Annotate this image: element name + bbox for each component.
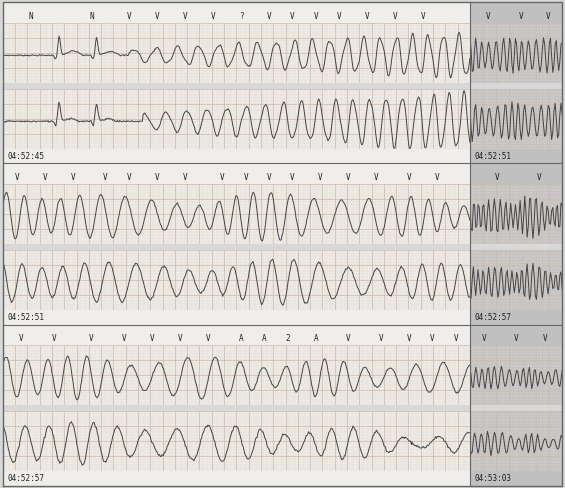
Text: V: V [393,12,397,20]
Text: 04:52:45: 04:52:45 [7,152,45,161]
Text: V: V [365,12,370,20]
Text: V: V [454,334,458,343]
Text: V: V [379,334,384,343]
Text: V: V [182,173,187,182]
Text: 2: 2 [285,334,290,343]
Text: 04:52:57: 04:52:57 [475,313,511,322]
Text: V: V [182,12,187,20]
Text: V: V [486,12,490,20]
Text: V: V [155,12,159,20]
Text: V: V [42,173,47,182]
Text: ?: ? [238,12,244,20]
Text: 04:52:51: 04:52:51 [475,152,511,161]
Text: V: V [290,12,295,20]
Text: V: V [346,334,351,343]
Text: V: V [430,334,435,343]
Text: V: V [19,334,24,343]
Text: V: V [537,173,541,182]
Text: A: A [262,334,267,343]
Text: V: V [314,12,318,20]
Text: V: V [374,173,379,182]
Text: V: V [481,334,486,343]
Text: V: V [518,12,523,20]
Text: V: V [337,12,341,20]
Text: 04:53:03: 04:53:03 [475,474,511,483]
Text: V: V [514,334,518,343]
Text: V: V [544,334,548,343]
Text: V: V [103,173,108,182]
Text: V: V [52,334,56,343]
Text: A: A [238,334,244,343]
Text: V: V [71,173,75,182]
Text: N: N [89,12,94,20]
Text: A: A [314,334,318,343]
Text: V: V [346,173,351,182]
Text: V: V [211,12,215,20]
Text: V: V [127,173,131,182]
Text: V: V [546,12,551,20]
Text: V: V [290,173,295,182]
Text: V: V [407,334,411,343]
Text: V: V [407,173,411,182]
Text: V: V [89,334,94,343]
Text: V: V [421,12,425,20]
Text: V: V [150,334,155,343]
Text: 04:52:51: 04:52:51 [7,313,45,322]
Text: 04:52:57: 04:52:57 [7,474,45,483]
Text: V: V [267,173,271,182]
Text: V: V [435,173,440,182]
Text: V: V [15,173,19,182]
Text: V: V [220,173,225,182]
Text: V: V [496,173,500,182]
Text: V: V [178,334,182,343]
Text: V: V [155,173,159,182]
Text: V: V [206,334,211,343]
Text: V: V [122,334,127,343]
Text: V: V [127,12,131,20]
Text: V: V [244,173,248,182]
Text: V: V [318,173,323,182]
Text: V: V [267,12,271,20]
Text: N: N [29,12,33,20]
